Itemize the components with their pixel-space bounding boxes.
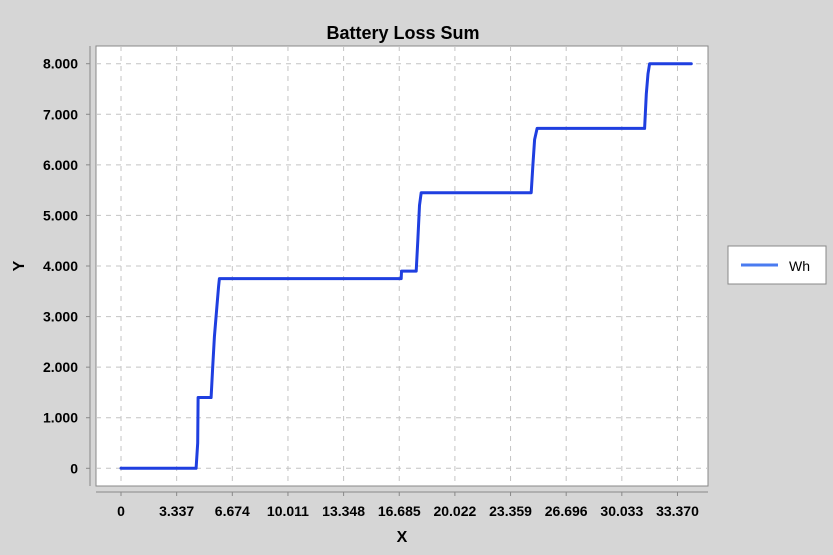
y-tick-label: 6.000 [43, 157, 78, 173]
x-tick-label: 0 [117, 503, 125, 519]
x-tick-label: 23.359 [489, 503, 532, 519]
legend: Wh [727, 245, 827, 285]
x-tick-label: 16.685 [378, 503, 421, 519]
y-axis-label: Y [11, 260, 28, 271]
y-tick-label: 1.000 [43, 410, 78, 426]
x-tick-label: 6.674 [215, 503, 250, 519]
y-tick-label: 4.000 [43, 258, 78, 274]
x-tick-label: 3.337 [159, 503, 194, 519]
y-tick-label: 7.000 [43, 106, 78, 122]
x-tick-label: 26.696 [545, 503, 588, 519]
y-tick-label: 2.000 [43, 359, 78, 375]
y-axis: 0 1.000 2.000 3.000 4.000 5.000 6.000 7.000 8.00… [43, 46, 91, 486]
x-tick-label: 13.348 [322, 503, 365, 519]
series-line-wh [119, 62, 693, 470]
x-tick-label: 20.022 [433, 503, 476, 519]
legend-label-wh: Wh [789, 258, 810, 274]
x-tick-label: 30.033 [600, 503, 643, 519]
chart-title: Battery Loss Sum [326, 23, 479, 43]
x-tick-label: 33.370 [656, 503, 699, 519]
series-layer [119, 62, 693, 470]
y-tick-label: 8.000 [43, 56, 78, 72]
y-tick-label: 5.000 [43, 207, 78, 223]
x-axis-label: X [397, 529, 408, 546]
x-tick-label: 10.011 [267, 503, 309, 519]
y-tick-label: 0 [70, 460, 78, 476]
x-axis: 0 3.337 6.674 10.011 13.348 16.685 20.022 23.35… [96, 491, 708, 519]
y-tick-label: 3.000 [43, 309, 78, 325]
